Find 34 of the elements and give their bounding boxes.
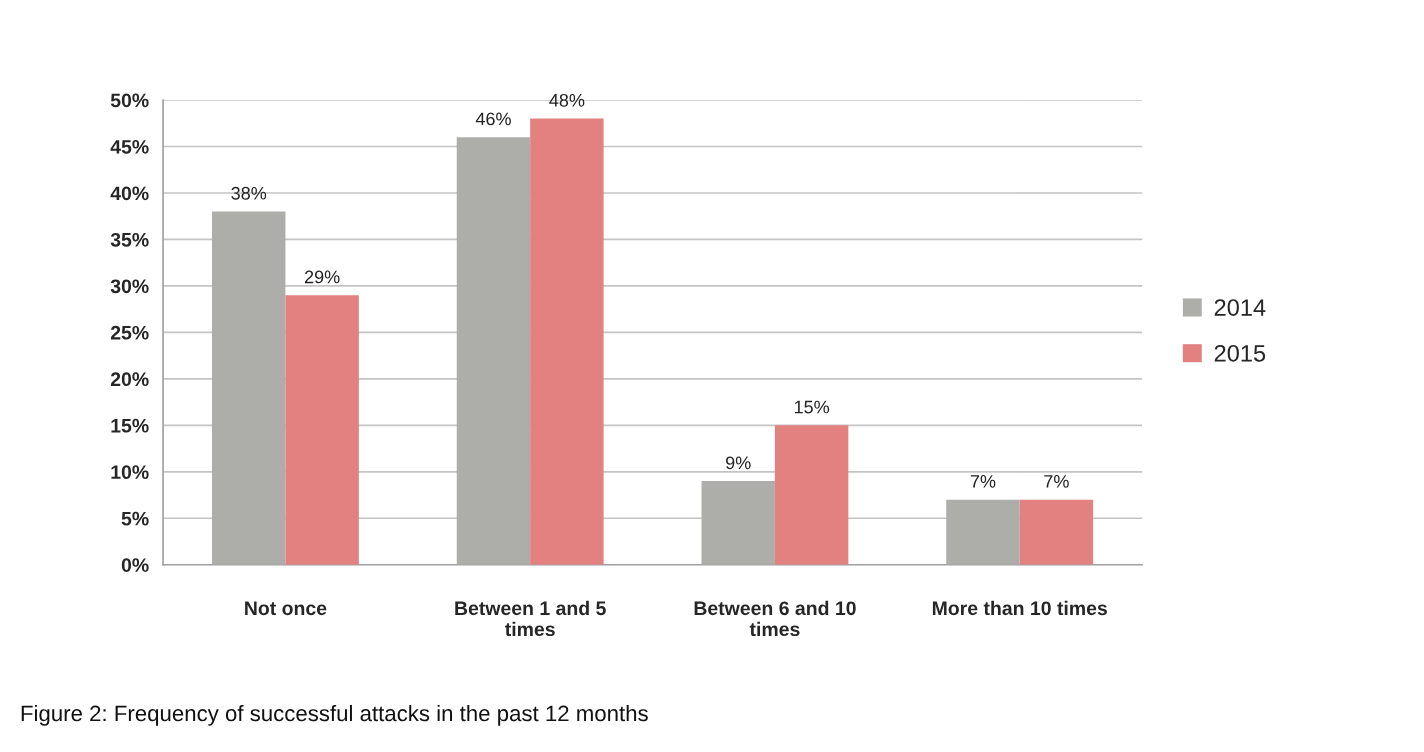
y-tick-label: 20% — [110, 372, 149, 387]
data-label: 38% — [231, 186, 267, 200]
bar — [285, 295, 359, 565]
bar — [530, 118, 604, 565]
y-tick-label: 30% — [110, 279, 149, 294]
y-tick-label: 0% — [121, 558, 149, 572]
y-tick-label: 40% — [110, 186, 149, 201]
data-label: 29% — [304, 270, 340, 284]
legend-label: 2015 — [1214, 344, 1266, 362]
legend-label: 2014 — [1214, 299, 1266, 316]
bar — [456, 137, 531, 565]
x-tick-label: Not once — [245, 601, 327, 616]
data-label: 9% — [726, 456, 751, 470]
data-label: 15% — [794, 400, 830, 414]
x-tick-label: More than 10 times — [932, 600, 1107, 616]
y-tick-label: 45% — [110, 140, 149, 154]
data-label: 46% — [475, 112, 511, 126]
bar — [1019, 499, 1094, 565]
y-tick-label: 5% — [121, 511, 149, 526]
x-tick-label: Between 1 and 5 times — [455, 600, 606, 637]
y-tick-label: 10% — [111, 465, 149, 480]
bar — [946, 499, 1020, 565]
caption: Figure 2: Frequency of successful attacks in the past 12 months — [21, 704, 648, 726]
y-tick-label: 35% — [110, 232, 149, 247]
x-tick-label: Between 6 and 10 times — [694, 600, 856, 637]
bar — [774, 425, 849, 565]
y-tick-label: 25% — [110, 325, 149, 340]
bar — [701, 481, 775, 565]
bar — [212, 211, 286, 565]
data-label: 48% — [549, 93, 585, 107]
y-tick-label: 50% — [110, 93, 149, 108]
y-tick-label: 15% — [111, 418, 149, 433]
data-label: 7% — [970, 475, 996, 488]
data-label: 7% — [1044, 475, 1069, 488]
